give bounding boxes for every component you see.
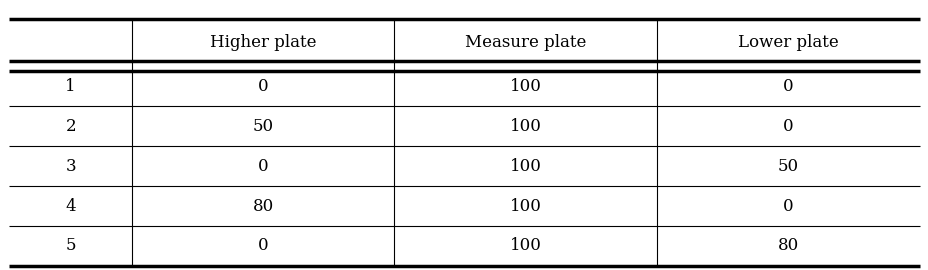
Text: 0: 0 [258, 238, 268, 254]
Text: 80: 80 [777, 238, 798, 254]
Text: 100: 100 [509, 198, 541, 214]
Text: 100: 100 [509, 158, 541, 174]
Text: 3: 3 [65, 158, 76, 174]
Text: 50: 50 [252, 118, 274, 134]
Text: Measure plate: Measure plate [464, 34, 586, 51]
Text: 0: 0 [782, 118, 793, 134]
Text: 1: 1 [65, 78, 76, 94]
Text: 0: 0 [782, 78, 793, 94]
Text: Higher plate: Higher plate [210, 34, 316, 51]
Text: 0: 0 [258, 158, 268, 174]
Text: 80: 80 [252, 198, 274, 214]
Text: 50: 50 [777, 158, 798, 174]
Text: 0: 0 [782, 198, 793, 214]
Text: Lower plate: Lower plate [737, 34, 838, 51]
Text: 4: 4 [65, 198, 76, 214]
Text: 5: 5 [65, 238, 76, 254]
Text: 2: 2 [65, 118, 76, 134]
Text: 100: 100 [509, 78, 541, 94]
Text: 0: 0 [258, 78, 268, 94]
Text: 100: 100 [509, 118, 541, 134]
Text: 100: 100 [509, 238, 541, 254]
